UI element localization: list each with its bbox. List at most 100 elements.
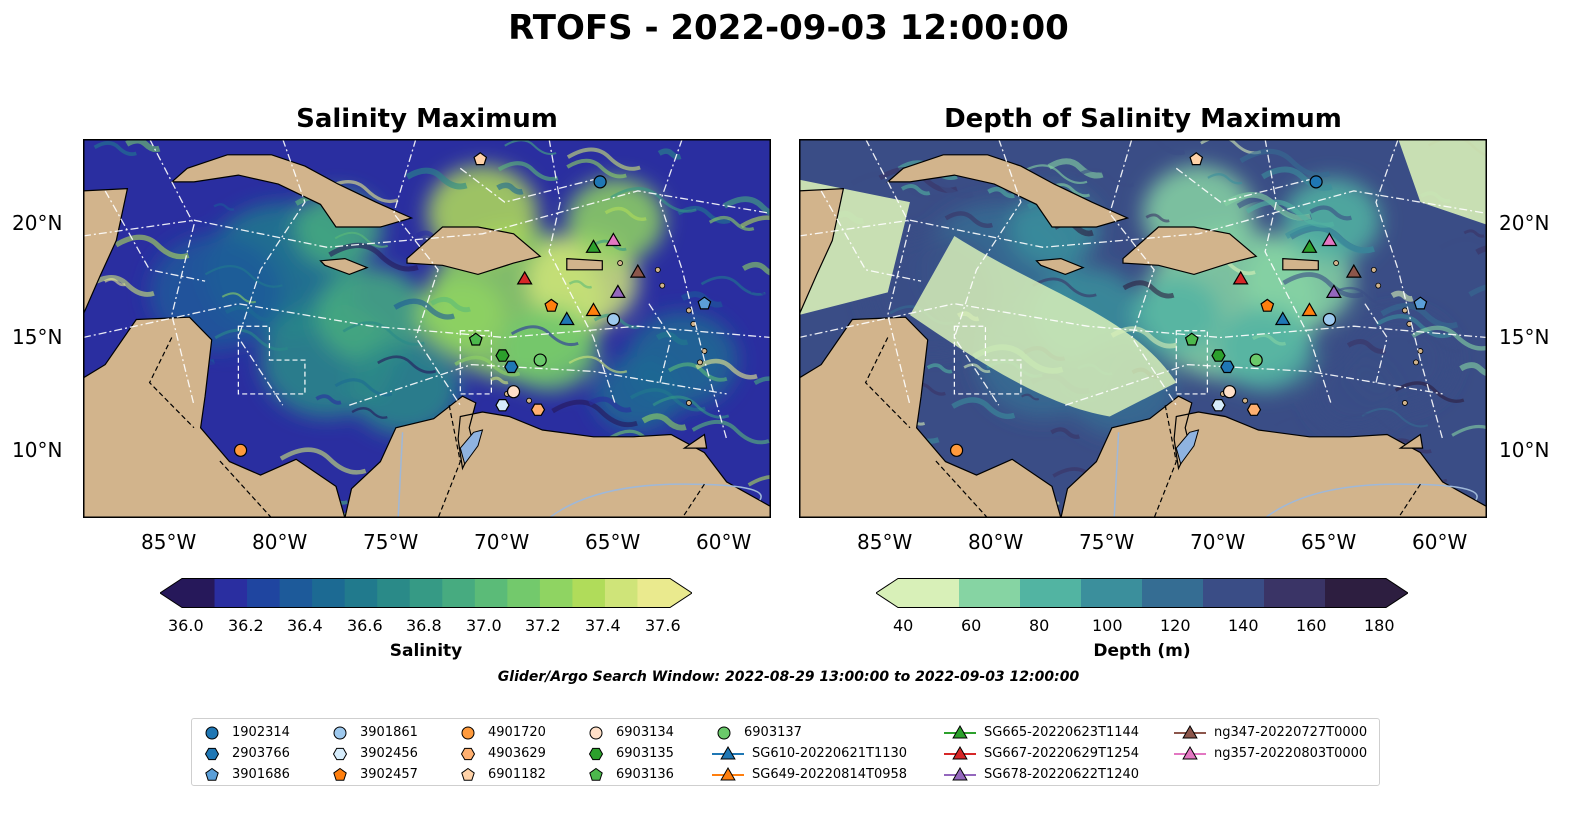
- float-marker-4901720: [949, 443, 964, 457]
- x-tick-label: 60°W: [696, 530, 752, 554]
- eddy-swirl: [1126, 139, 1186, 156]
- float-marker-3901861: [1322, 312, 1337, 327]
- legend-label: 2903766: [232, 745, 290, 761]
- land-centralAm: [83, 316, 346, 518]
- colorbar-extend-low: [160, 578, 182, 608]
- eddy-swirl: [742, 261, 771, 277]
- x-tick-label: 70°W: [474, 530, 530, 554]
- eez-line: [1175, 167, 1310, 203]
- legend-item: 6903136: [582, 764, 674, 784]
- colorbar-segment: [1203, 578, 1265, 608]
- colorbar-segment: [898, 578, 960, 608]
- legend-marker-icon: [589, 767, 603, 781]
- eddy-swirl: [351, 407, 388, 419]
- land-cuba: [886, 154, 1130, 228]
- eddy-swirl: [566, 147, 641, 171]
- float-marker-2903766: [1220, 360, 1235, 374]
- island: [1413, 359, 1419, 366]
- legend-marker-icon: [589, 726, 603, 740]
- colorbar-segment: [1020, 578, 1082, 608]
- colorbar-segment: [279, 578, 313, 608]
- salinity-map[interactable]: [83, 139, 771, 518]
- legend-item: 6903135: [582, 743, 674, 763]
- eddy-swirl: [213, 203, 235, 211]
- eddy-swirl: [1207, 173, 1243, 185]
- y-tick-label: 10°N: [1499, 438, 1550, 462]
- eddy-swirl: [1145, 213, 1170, 223]
- eddy-swirl: [496, 182, 524, 195]
- colorbar-segment: [474, 578, 508, 608]
- eddy-swirl: [104, 277, 126, 287]
- eddy-swirl: [604, 206, 647, 222]
- legend-marker-icon: [461, 726, 475, 740]
- legend-item: 6903137: [710, 722, 802, 742]
- land-puertorico: [1282, 257, 1319, 271]
- lease-area: [459, 330, 492, 395]
- eddy-swirl: [393, 298, 455, 320]
- legend-marker-icon: [712, 766, 744, 781]
- eddy-swirl: [667, 362, 728, 382]
- float-marker-1902314: [593, 175, 607, 189]
- glider-marker-SG665-20220623T1144: [1301, 239, 1318, 253]
- legend-marker-icon: [944, 724, 976, 739]
- colorbar-tick-label: 36.8: [406, 616, 442, 635]
- land-trinidad: [1398, 433, 1424, 449]
- eddy-swirl: [900, 184, 931, 196]
- eddy-swirl: [1406, 335, 1462, 353]
- eddy-swirl: [1459, 362, 1487, 377]
- lease-area: [237, 325, 306, 395]
- legend-marker-icon: [1174, 745, 1206, 760]
- colorbar-tick-label: 80: [1029, 616, 1050, 635]
- x-tick-label: 80°W: [252, 530, 308, 554]
- depth-map[interactable]: [799, 139, 1487, 518]
- legend-marker-icon: [205, 726, 219, 740]
- glider-marker-ng357-20220803T0000: [1321, 232, 1338, 247]
- eddy-swirl: [377, 355, 437, 374]
- eez-line: [659, 139, 728, 440]
- eddy-swirl: [430, 296, 471, 313]
- eddy-swirl: [224, 305, 273, 322]
- colorbar-tick-label: 36.0: [168, 616, 204, 635]
- float-marker-3901861: [606, 312, 621, 327]
- colorbar-tick-label: 36.2: [228, 616, 264, 635]
- eddy-swirl: [610, 187, 697, 213]
- island: [1375, 282, 1382, 289]
- eez-line: [548, 139, 617, 406]
- legend-marker-icon: [944, 745, 976, 760]
- legend-item: 6901182: [454, 764, 546, 784]
- lake-maracaibo: [459, 429, 484, 466]
- country-border: [864, 337, 1421, 518]
- island: [701, 348, 708, 354]
- eddy-swirl: [1122, 280, 1175, 299]
- colorbar-segment: [344, 578, 378, 608]
- colorbar-tick-label: 100: [1092, 616, 1123, 635]
- shallow-region: [909, 236, 1177, 417]
- land-puertorico: [566, 257, 603, 271]
- legend-item: ng357-20220803T0000: [1172, 743, 1367, 763]
- float-marker-4903629: [530, 403, 546, 416]
- eddy-swirl: [342, 321, 425, 346]
- legend-label: 4903629: [488, 745, 546, 761]
- legend-marker-icon: [205, 767, 219, 781]
- page-title: RTOFS - 2022-09-03 12:00:00: [508, 8, 1069, 48]
- lease-area: [1175, 330, 1208, 395]
- island: [526, 397, 532, 404]
- land-hispaniola: [406, 226, 542, 276]
- legend-item: 3901861: [326, 722, 418, 742]
- eddy-swirl: [1327, 286, 1396, 308]
- legend-item: 2903766: [198, 743, 290, 763]
- colorbar-tick-label: 160: [1296, 616, 1327, 635]
- legend-item: 4901720: [454, 722, 546, 742]
- land-hispaniola: [1122, 226, 1258, 276]
- legend-label: SG649-20220814T0958: [752, 766, 908, 782]
- eddy-swirl: [1451, 424, 1487, 437]
- legend-marker-icon: [204, 747, 220, 761]
- colorbar-label-salinity: Salinity: [389, 641, 463, 661]
- glider-marker-SG678-20220622T1240: [1325, 284, 1342, 298]
- land-layer: [799, 154, 1487, 518]
- float-marker-6903136: [468, 332, 483, 346]
- eddy-swirl: [1394, 381, 1465, 403]
- eddy-swirl: [405, 167, 468, 190]
- river: [397, 432, 404, 518]
- colorbar-label-depth: Depth (m): [1093, 641, 1191, 661]
